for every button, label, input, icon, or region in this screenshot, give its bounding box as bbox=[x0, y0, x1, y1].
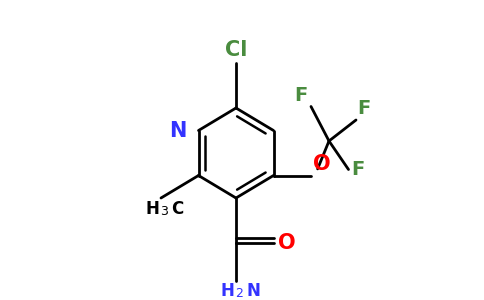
Text: Cl: Cl bbox=[225, 40, 247, 60]
Text: N: N bbox=[169, 121, 186, 140]
Text: F: F bbox=[351, 160, 365, 179]
Text: C: C bbox=[171, 200, 184, 217]
Text: N: N bbox=[246, 282, 260, 300]
Text: 2: 2 bbox=[235, 287, 243, 300]
Text: 3: 3 bbox=[160, 205, 168, 218]
Text: H: H bbox=[146, 200, 160, 217]
Text: O: O bbox=[278, 233, 296, 253]
Text: F: F bbox=[295, 86, 308, 105]
Text: O: O bbox=[313, 154, 330, 174]
Text: H: H bbox=[221, 282, 235, 300]
Text: F: F bbox=[358, 100, 371, 118]
